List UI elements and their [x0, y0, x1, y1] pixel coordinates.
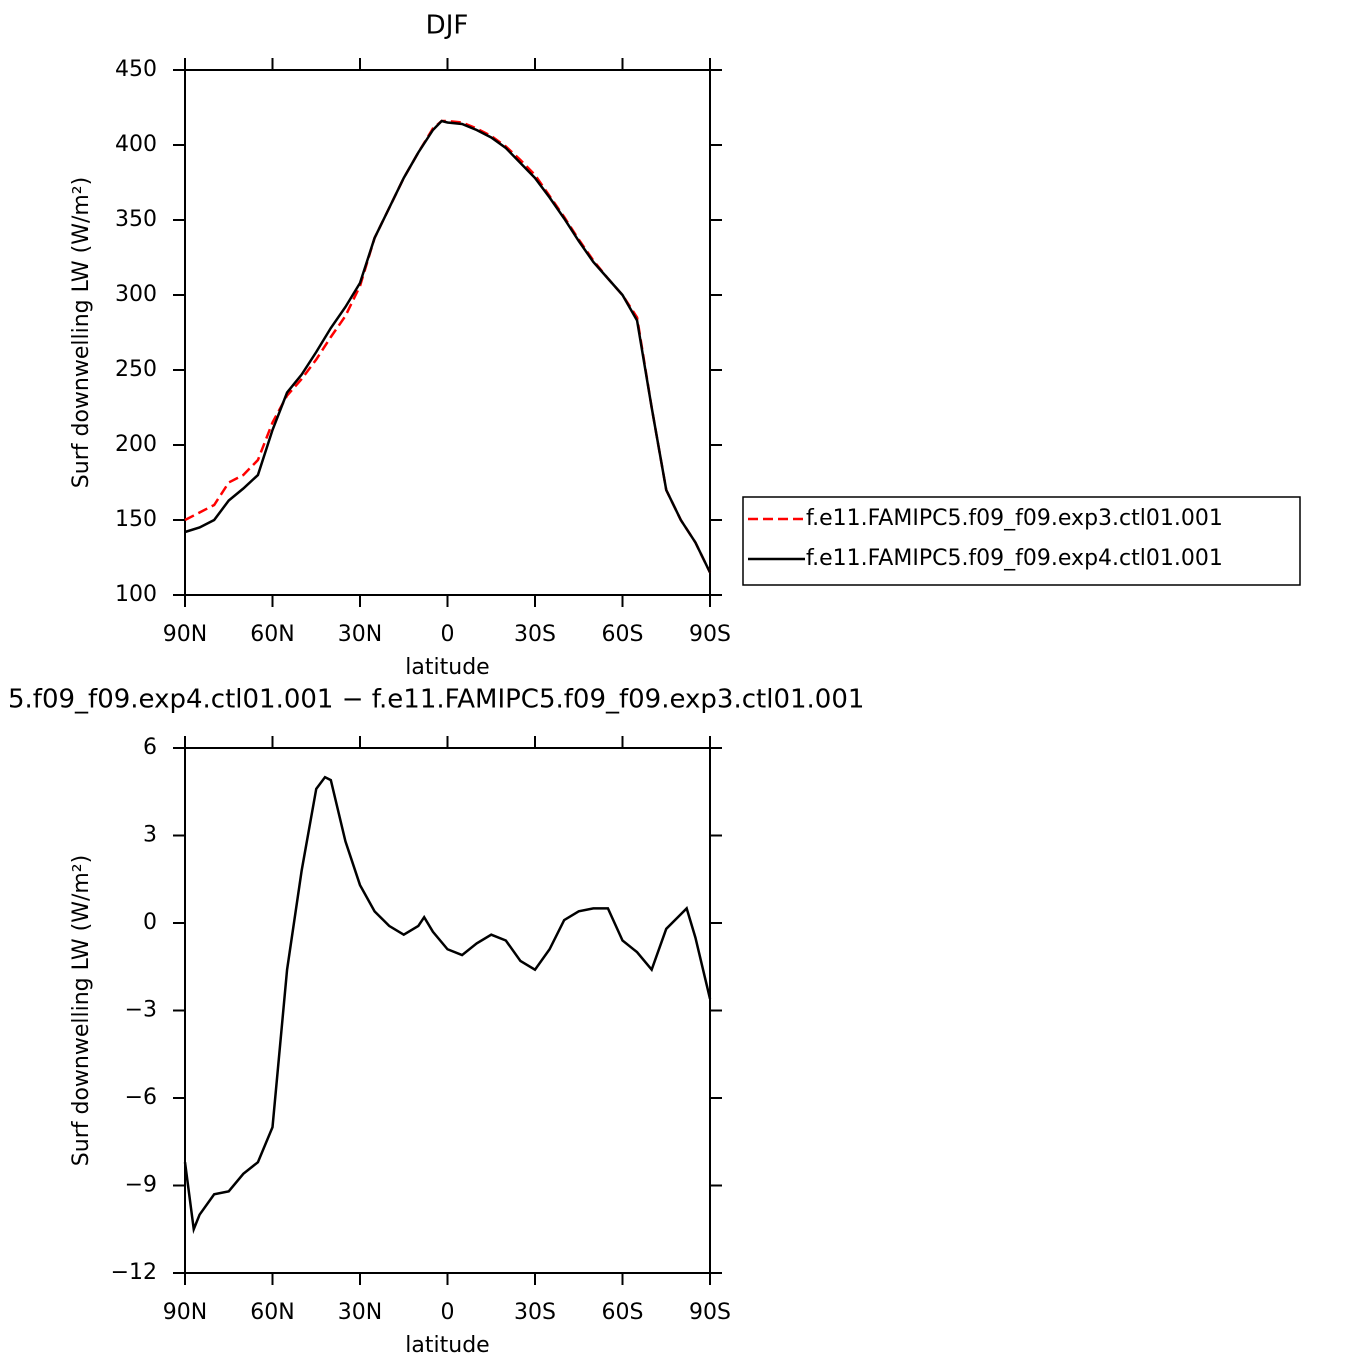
plot-frame: [184, 69, 711, 596]
data-line: [183, 775, 712, 1235]
y-tick-label: −6: [125, 1085, 157, 1110]
y-axis-label: Surf downwelling LW (W/m²): [69, 177, 94, 488]
x-tick-label: 30N: [338, 622, 382, 647]
x-tick-label: 30S: [514, 1300, 556, 1325]
plot-frame: [184, 747, 711, 1274]
x-axis-label: latitude: [405, 1333, 489, 1358]
y-tick-label: 150: [115, 507, 157, 532]
x-tick-label: 60N: [250, 1300, 294, 1325]
chart-title: 5.f09_f09.exp4.ctl01.001 − f.e11.FAMIPC5…: [8, 685, 864, 715]
x-tick-label: 90N: [163, 1300, 207, 1325]
y-tick-label: −12: [111, 1260, 157, 1285]
x-tick-label: 60N: [250, 622, 294, 647]
y-axis-label: Surf downwelling LW (W/m²): [69, 855, 94, 1166]
x-tick-label: 60S: [602, 1300, 644, 1325]
x-tick-label: 90N: [163, 622, 207, 647]
data-line: [184, 119, 712, 574]
legend-box: [742, 496, 1301, 586]
y-tick-label: −3: [125, 998, 157, 1023]
y-tick-label: 3: [143, 823, 157, 848]
data-line: [184, 119, 712, 574]
y-tick-label: 350: [115, 207, 157, 232]
x-tick-label: 30N: [338, 1300, 382, 1325]
y-tick-label: 450: [115, 57, 157, 82]
y-tick-label: 300: [115, 282, 157, 307]
chart-title: DJF: [426, 11, 469, 41]
x-tick-label: 0: [441, 1300, 455, 1325]
x-axis-label: latitude: [405, 655, 489, 680]
x-tick-label: 30S: [514, 622, 556, 647]
y-tick-label: 400: [115, 132, 157, 157]
legend-label: f.e11.FAMIPC5.f09_f09.exp3.ctl01.001: [806, 506, 1223, 531]
y-tick-label: 100: [115, 582, 157, 607]
x-tick-label: 90S: [689, 1300, 731, 1325]
y-tick-label: −9: [125, 1173, 157, 1198]
legend-label: f.e11.FAMIPC5.f09_f09.exp4.ctl01.001: [806, 546, 1223, 571]
y-tick-label: 0: [143, 910, 157, 935]
y-tick-label: 250: [115, 357, 157, 382]
y-tick-label: 6: [143, 735, 157, 760]
x-tick-label: 90S: [689, 622, 731, 647]
y-tick-label: 200: [115, 432, 157, 457]
x-tick-label: 60S: [602, 622, 644, 647]
x-tick-label: 0: [441, 622, 455, 647]
